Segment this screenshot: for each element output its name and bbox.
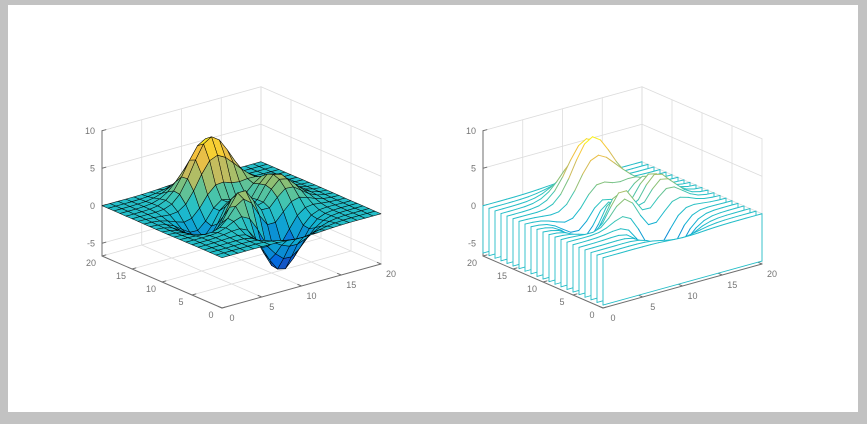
z-tick-label: 5 bbox=[471, 163, 476, 173]
y-tick-label: 0 bbox=[208, 310, 213, 320]
surface-plot: 0 5 10 15 20 0 5 10 15 20 -5 0 5 10 bbox=[85, 86, 396, 323]
z-tick-label: 0 bbox=[471, 201, 476, 211]
y-tick-label: 15 bbox=[116, 271, 126, 281]
x-tick-label: 10 bbox=[687, 291, 697, 301]
y-tick-label: 20 bbox=[86, 258, 96, 268]
x-tick-label: 0 bbox=[229, 313, 234, 323]
z-tick-label: 5 bbox=[90, 163, 95, 173]
y-tick-label: 10 bbox=[527, 284, 537, 294]
x-tick-label: 5 bbox=[650, 302, 655, 312]
x-tick-label: 20 bbox=[386, 269, 396, 279]
waterfall-plot: 0 5 10 15 20 0 5 10 15 20 -5 0 5 10 bbox=[466, 86, 777, 323]
z-tick-label: 0 bbox=[90, 201, 95, 211]
figure-canvas: 0 5 10 15 20 0 5 10 15 20 -5 0 5 10 0 5 10 15 20 0 5 10 15 20 -… bbox=[8, 5, 858, 412]
surface-plot-area: 0 5 10 15 20 0 5 10 15 20 -5 0 5 10 bbox=[8, 5, 438, 412]
z-tick-label: 10 bbox=[85, 126, 95, 136]
x-tick-label: 20 bbox=[767, 269, 777, 279]
y-tick-label: 20 bbox=[467, 258, 477, 268]
x-tick-label: 15 bbox=[346, 280, 356, 290]
x-tick-label: 5 bbox=[269, 302, 274, 312]
x-tick-label: 0 bbox=[610, 313, 615, 323]
z-tick-label: -5 bbox=[87, 238, 95, 248]
x-tick-label: 10 bbox=[306, 291, 316, 301]
y-tick-label: 5 bbox=[178, 297, 183, 307]
y-tick-label: 0 bbox=[589, 310, 594, 320]
y-tick-label: 10 bbox=[146, 284, 156, 294]
y-tick-label: 15 bbox=[497, 271, 507, 281]
z-tick-label: 10 bbox=[466, 126, 476, 136]
y-tick-label: 5 bbox=[559, 297, 564, 307]
waterfall-plot-area: 0 5 10 15 20 0 5 10 15 20 -5 0 5 10 bbox=[389, 5, 819, 412]
x-tick-label: 15 bbox=[727, 280, 737, 290]
z-tick-label: -5 bbox=[468, 238, 476, 248]
